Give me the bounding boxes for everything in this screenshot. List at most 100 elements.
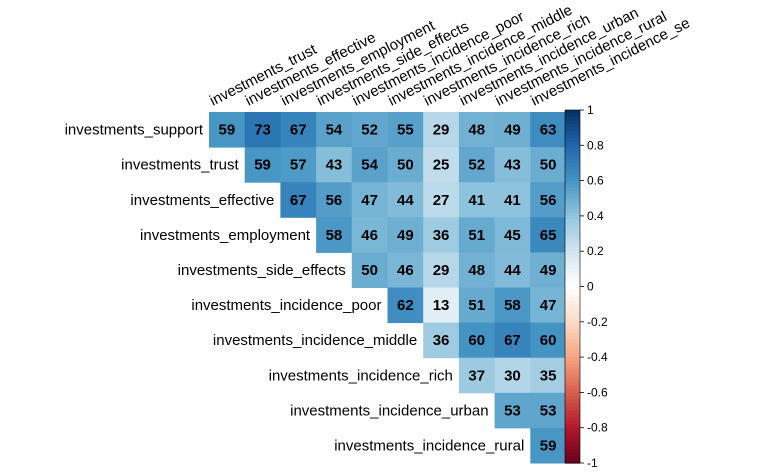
cell-value: 50	[361, 262, 378, 279]
heatmap-cell	[209, 112, 246, 148]
heatmap-cell	[387, 182, 424, 218]
heatmap-cell	[351, 182, 388, 218]
colorbar-segment	[565, 286, 580, 291]
colorbar-segment	[565, 311, 580, 316]
colorbar-segment	[565, 244, 580, 249]
colorbar-segment	[565, 378, 580, 383]
heatmap-cell	[494, 392, 531, 429]
cell-value: 13	[433, 297, 450, 314]
row-label: investments_support	[65, 122, 204, 139]
colorbar-tick-label: 1	[587, 103, 594, 117]
colorbar-segment	[565, 290, 580, 295]
colorbar-segment	[565, 374, 580, 379]
colorbar-segment	[565, 392, 580, 397]
cell-value: 60	[468, 332, 485, 349]
colorbar-tick-label: -0.6	[587, 385, 608, 399]
colorbar-segment	[565, 184, 580, 189]
colorbar-segment	[565, 413, 580, 418]
colorbar-segment	[565, 272, 580, 277]
colorbar-segment	[565, 402, 580, 408]
cell-value: 48	[468, 122, 485, 139]
heatmap-cell	[494, 217, 531, 253]
colorbar-tick-label: 0.4	[587, 209, 604, 223]
colorbar-segment	[565, 230, 580, 235]
cell-value: 67	[290, 122, 307, 139]
heatmap-cell	[423, 217, 460, 253]
heatmap-cell	[530, 427, 567, 464]
colorbar-segment	[565, 335, 580, 341]
cell-value: 56	[540, 192, 557, 209]
colorbar-segment	[565, 141, 580, 146]
cell-value: 35	[540, 367, 557, 384]
heatmap-cell	[387, 287, 424, 324]
cell-value: 59	[254, 157, 271, 174]
colorbar-tick-label: 0.8	[587, 138, 604, 152]
colorbar-segment	[565, 346, 580, 351]
colorbar-segment	[565, 342, 580, 348]
colorbar-segment	[565, 452, 580, 457]
heatmap-cell	[316, 147, 353, 183]
cell-value: 48	[468, 262, 485, 279]
colorbar-segment	[565, 201, 580, 206]
heatmap-cell	[530, 112, 567, 148]
heatmap-cell	[387, 147, 424, 183]
colorbar: 1 0.8 0.6 0.4 0.2 0 -0.2 -0.4 -0.6 -0.8 -1	[564, 103, 608, 470]
colorbar-tick-label: 0.2	[587, 244, 604, 258]
colorbar-tick-label: -0.8	[587, 421, 608, 435]
colorbar-segment	[565, 307, 580, 312]
heatmap-cell	[423, 182, 460, 218]
colorbar-segment	[565, 304, 580, 309]
row-label: investments_incidence_rich	[269, 367, 453, 384]
colorbar-segment	[565, 222, 580, 228]
cell-value: 36	[433, 332, 450, 349]
cell-value: 46	[397, 262, 414, 279]
colorbar-segment	[565, 212, 580, 217]
heatmap-cell	[458, 287, 496, 324]
colorbar-tick-label: -0.4	[587, 350, 608, 364]
heatmap-cell	[423, 252, 460, 288]
colorbar-segment	[565, 219, 580, 224]
cell-value: 43	[504, 157, 521, 174]
colorbar-segment	[565, 166, 580, 171]
colorbar-segment	[565, 367, 580, 372]
heatmap-cell	[351, 147, 388, 183]
colorbar-segment	[565, 399, 580, 404]
colorbar-segment	[565, 198, 580, 203]
colorbar-segment	[565, 226, 580, 231]
colorbar-segment	[565, 339, 580, 344]
colorbar-segment	[565, 240, 580, 245]
colorbar-segment	[565, 406, 580, 411]
colorbar-segment	[565, 155, 580, 161]
heatmap-cell	[530, 392, 567, 429]
colorbar-segment	[565, 138, 580, 143]
colorbar-segment	[565, 434, 580, 439]
heatmap-cell	[280, 112, 317, 148]
colorbar-segment	[565, 350, 580, 355]
cell-value: 29	[433, 262, 450, 279]
colorbar-segment	[565, 208, 580, 213]
heatmap-cell	[458, 217, 496, 253]
heatmap-cell	[494, 182, 531, 218]
heatmap-cell	[316, 112, 353, 148]
colorbar-segment	[565, 180, 580, 185]
heatmap-cell	[387, 252, 424, 288]
colorbar-segment	[565, 258, 580, 263]
cell-value: 50	[540, 157, 557, 174]
heatmap-cell	[530, 147, 567, 183]
row-label: investments_side_effects	[178, 262, 346, 279]
heatmap-cell	[494, 357, 531, 394]
cell-value: 27	[433, 192, 450, 209]
colorbar-segment	[565, 371, 580, 376]
heatmap-cell	[387, 217, 424, 253]
colorbar-segment	[565, 325, 580, 330]
cell-value: 51	[468, 297, 485, 314]
cell-value: 55	[397, 122, 414, 139]
heatmap-cell	[351, 112, 388, 148]
cell-value: 56	[326, 192, 343, 209]
row-label: investments_incidence_urban	[290, 402, 488, 419]
cell-value: 63	[540, 122, 557, 139]
colorbar-segment	[565, 385, 580, 390]
cell-value: 44	[504, 262, 521, 279]
colorbar-segment	[565, 275, 580, 281]
colorbar-segment	[565, 127, 580, 132]
